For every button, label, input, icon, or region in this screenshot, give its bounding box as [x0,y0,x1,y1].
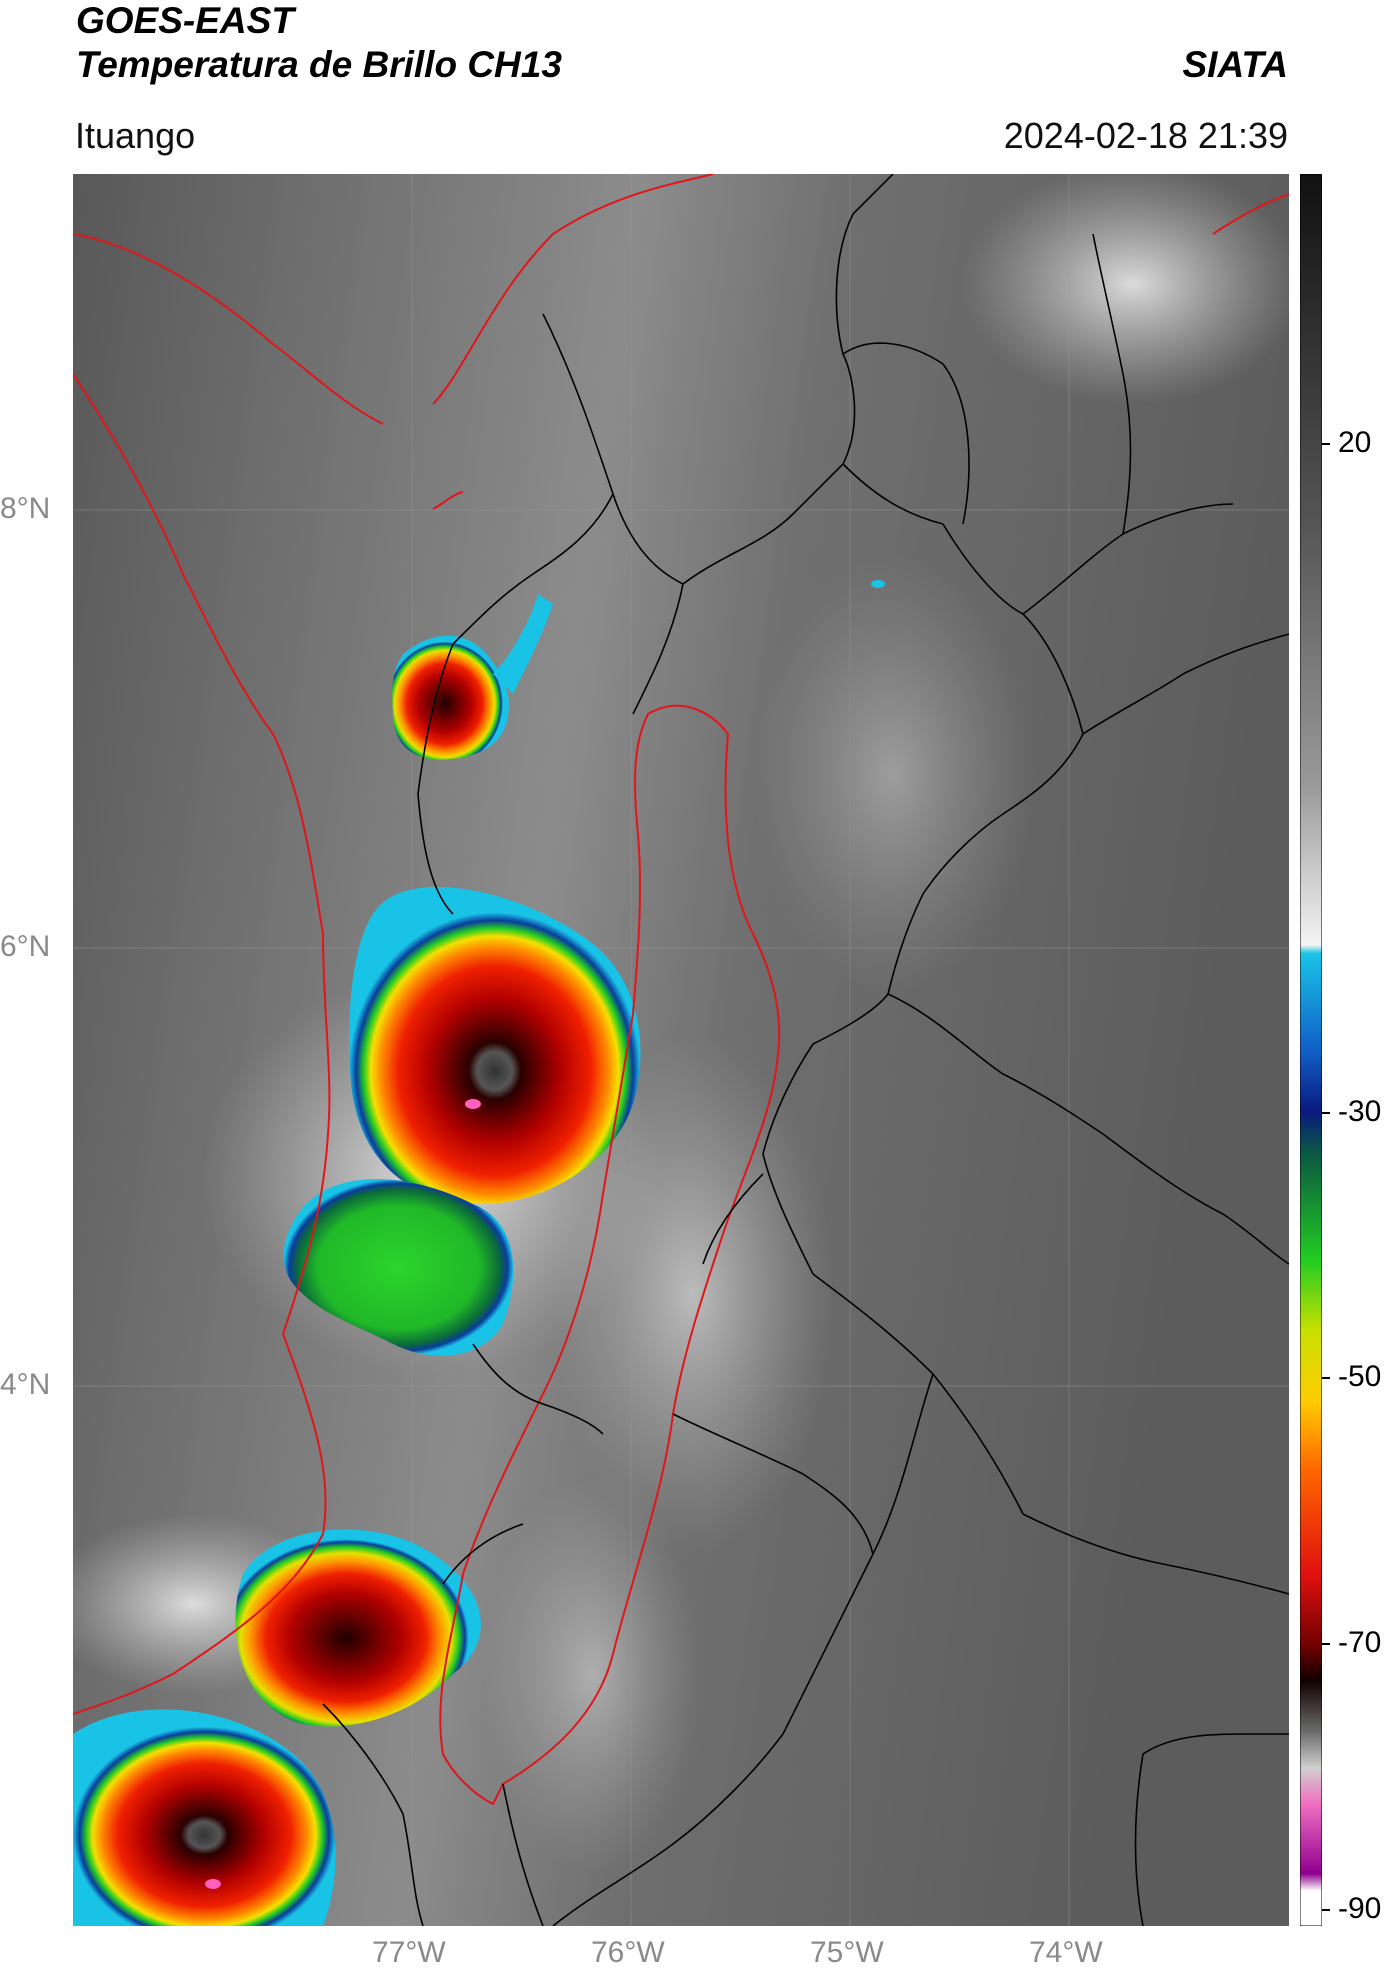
temperature-colorbar [1300,174,1322,1926]
colorbar-label-20: 20 [1338,426,1372,459]
colorbar-tick-marks [1322,0,1330,1981]
lon-tick-74w: 74°W [1029,1936,1103,1969]
satellite-title: GOES-EAST [76,0,294,41]
storm-cell-green [283,1179,514,1356]
agency-label: SIATA [1182,44,1288,85]
colorbar-label-minus50: -50 [1338,1360,1382,1393]
storm-cell-main [349,887,641,1204]
black-boundaries [322,174,1289,1926]
satellite-map [73,174,1289,1926]
colorbar-label-minus30: -30 [1338,1095,1382,1128]
colorbar-label-minus70: -70 [1338,1626,1382,1659]
lon-tick-77w: 77°W [372,1936,446,1969]
red-boundaries [73,174,1289,1806]
datetime-label: 2024-02-18 21:39 [1003,115,1288,156]
lat-tick-8n: 8°N [0,492,51,525]
storm-cells [73,580,885,1926]
region-label: Ituango [75,115,196,156]
storm-cell-southwest [235,1529,481,1727]
lon-tick-76w: 76°W [591,1936,665,1969]
lon-tick-75w: 75°W [810,1936,884,1969]
product-title: Temperatura de Brillo CH13 [76,44,562,85]
storm-cell-south [73,1709,336,1926]
storm-cell-north [392,635,509,760]
lat-tick-6n: 6°N [0,930,51,963]
colorbar-label-minus90: -90 [1338,1892,1382,1925]
lat-tick-4n: 4°N [0,1368,51,1401]
